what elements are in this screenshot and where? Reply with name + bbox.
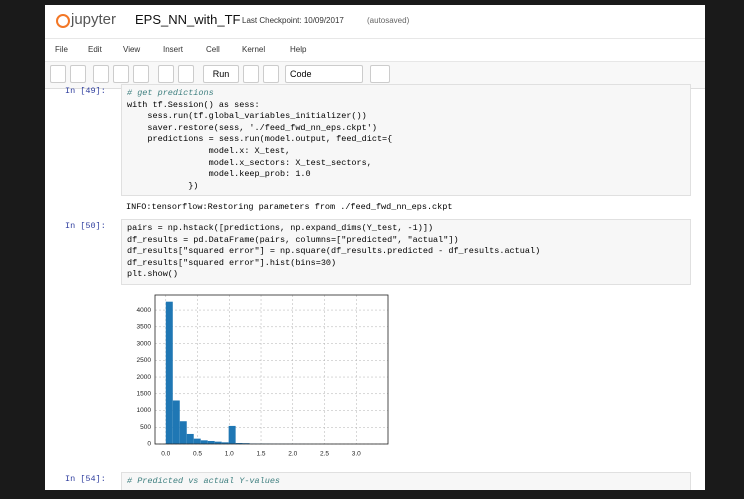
bar [186,433,194,444]
bar [228,425,236,444]
code-line: # Predicted vs actual Y-values [127,476,281,486]
bar [235,442,243,444]
bar [214,441,222,444]
y-tick-label: 3000 [137,340,152,347]
code-line: df_results["squared error"] = np.square(… [127,246,541,257]
cut-button[interactable] [93,65,109,83]
code-line: model.keep_prob: 1.0 [127,169,311,180]
plot-area [155,295,388,444]
code-line: sess.run(tf.global_variables_initializer… [127,111,367,122]
cell-prompt: In [50]: [65,221,106,231]
x-tick-label: 1.0 [225,451,234,458]
bar [179,421,187,444]
cell-prompt: In [54]: [65,474,106,484]
restart-button[interactable] [263,65,279,83]
code-line: df_results = pd.DataFrame(pairs, columns… [127,234,459,245]
menu-item[interactable]: Insert [163,45,184,54]
menu-item[interactable]: Cell [206,45,220,54]
bar [193,438,201,444]
code-cell: pairs = np.hstack([predictions, np.expan… [121,219,691,285]
logo-icon [56,14,70,28]
code-line: with tf.Session() as sess: [127,99,260,110]
down-button[interactable] [178,65,194,83]
menu-item[interactable]: Edit [88,45,102,54]
code-line: model.x: X_test, [127,146,291,156]
code-line: predictions = sess.run(model.output, fee… [127,134,393,145]
code-cell: # Predicted vs actual Y-values [121,472,691,490]
up-button[interactable] [158,65,174,83]
menu-item[interactable]: Kernel [242,45,266,54]
y-tick-label: 500 [140,424,151,431]
menu-item[interactable]: Help [290,45,307,54]
menu-item[interactable]: File [55,45,68,54]
cell-prompt: In [49]: [65,86,106,96]
autosave: (autosaved) [367,16,410,25]
bar [221,442,229,444]
y-tick-label: 3500 [137,324,152,331]
cell-output: INFO:tensorflow:Restoring parameters fro… [126,202,453,213]
y-tick-label: 4000 [137,307,152,314]
x-tick-label: 2.0 [288,451,297,458]
code-line: }) [127,180,199,191]
x-tick-label: 2.5 [320,451,329,458]
x-tick-label: 1.5 [257,451,266,458]
x-tick-label: 0.5 [193,451,202,458]
code-line: # get predictions [127,88,214,98]
x-tick-label: 3.0 [352,451,361,458]
y-tick-label: 2000 [137,374,152,381]
code-line: pairs = np.hstack([predictions, np.expan… [127,223,434,233]
copy-button[interactable] [113,65,129,83]
notebook-name[interactable]: EPS_NN_with_TF [135,12,241,27]
menu-bar: File Edit View Insert Cell Kernel Help [45,38,705,62]
code-line: df_results["squared error"].hist(bins=30… [127,257,337,268]
run-button[interactable]: Run [203,65,239,83]
y-tick-label: 1000 [137,407,152,414]
logo: jupyter [71,11,117,28]
menu-item[interactable]: View [123,45,141,54]
y-tick-label: 2500 [137,357,152,364]
x-tick-label: 0.0 [161,451,170,458]
code-line: saver.restore(sess, './feed_fwd_nn_eps.c… [127,122,377,133]
stop-button[interactable] [243,65,259,83]
add-button[interactable] [70,65,86,83]
code-cell: # get predictions with tf.Session() as se… [121,84,691,197]
keyboard-button[interactable] [370,65,390,83]
bar [207,440,215,444]
plot-frame [154,294,389,445]
bar [165,301,173,444]
bar [172,400,180,444]
cell-type-select[interactable]: Code [285,65,363,83]
code-line: plt.show() [127,269,179,280]
code-line: model.x_sectors: X_test_sectors, [127,157,372,168]
y-tick-label: 1500 [137,390,152,397]
paste-button[interactable] [133,65,149,83]
histogram: 0 500 1000 1500 2000 2500 3000 3500 4000 0.0 0.5 1.… [137,294,389,458]
bar [242,443,250,444]
save-button[interactable] [50,65,66,83]
bar [200,440,208,444]
checkpoint: Last Checkpoint: 10/09/2017 [242,16,344,25]
notebook-page: jupyter EPS_NN_with_TF Last Checkpoint: … [45,5,705,490]
header: jupyter EPS_NN_with_TF Last Checkpoint: … [45,5,705,37]
y-tick-label: 0 [147,441,151,448]
